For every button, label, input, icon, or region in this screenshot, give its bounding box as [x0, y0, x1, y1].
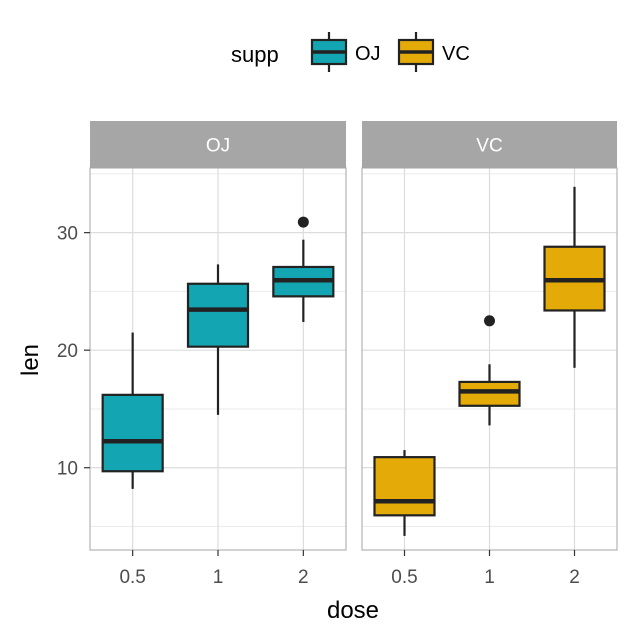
x-tick-label: 2 — [298, 567, 309, 588]
box-oj-0.5 — [101, 332, 164, 489]
panel-vc: VC — [361, 121, 618, 551]
box-body — [458, 380, 521, 407]
legend-key-oj: OJ — [310, 32, 381, 72]
x-tick-label: 0.5 — [391, 567, 417, 588]
facet-panels: OJ VC — [89, 121, 618, 551]
x-tick-label: 0.5 — [119, 567, 145, 588]
y-tick-label: 30 — [57, 224, 78, 245]
box-vc-2 — [543, 186, 606, 368]
y-tick-label: 20 — [57, 341, 78, 362]
outlier-point — [297, 216, 309, 228]
legend-key-vc: VC — [397, 32, 470, 72]
box-body — [101, 393, 164, 473]
x-tick-label: 1 — [213, 567, 224, 588]
facet-strip — [362, 121, 617, 168]
box-vc-0.5 — [373, 450, 436, 536]
x-tick-label: 1 — [484, 567, 495, 588]
legend-title: supp — [231, 42, 279, 67]
legend-entry-label: OJ — [355, 43, 381, 65]
box-oj-2 — [272, 216, 335, 322]
box-body — [186, 282, 250, 348]
legend: supp OJ VC — [231, 32, 470, 72]
panel-oj: OJ — [89, 121, 347, 551]
facet-strip-label: VC — [476, 136, 502, 157]
box-vc-1 — [458, 315, 521, 426]
x-axis-label: dose — [327, 597, 379, 624]
y-axis: 10 20 30 — [57, 224, 90, 480]
outlier-point — [484, 315, 495, 327]
x-tick-label: 2 — [569, 567, 580, 588]
facet-strip — [90, 121, 346, 168]
x-axis: 0.5 1 2 0.5 1 2 — [119, 550, 580, 588]
legend-entry-label: VC — [442, 43, 470, 65]
y-axis-label: len — [17, 344, 44, 376]
box-body — [373, 456, 436, 517]
facet-strip-label: OJ — [206, 136, 230, 157]
y-tick-label: 10 — [57, 459, 78, 480]
box-oj-1 — [186, 264, 250, 415]
